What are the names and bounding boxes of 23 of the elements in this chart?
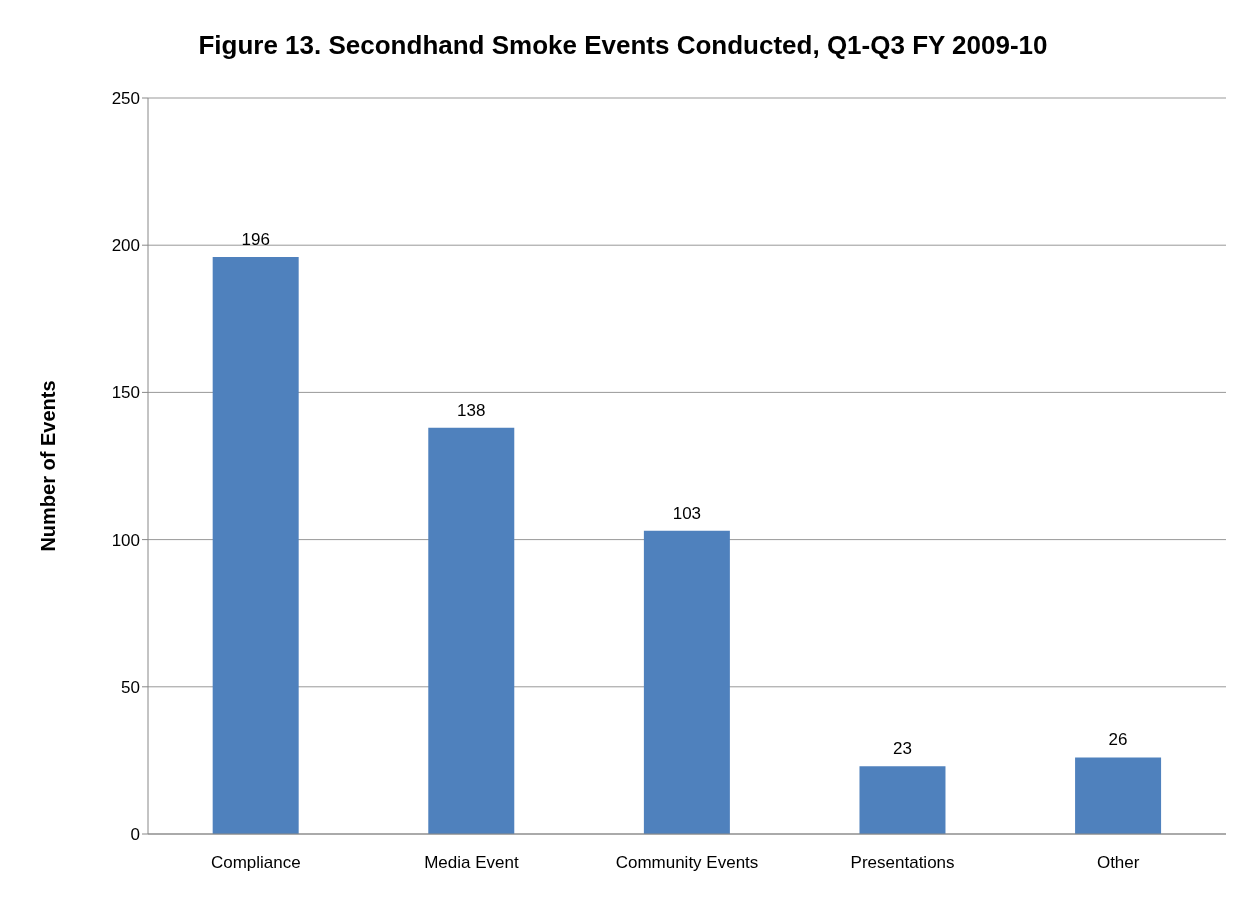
bar — [212, 256, 299, 834]
data-label: 138 — [457, 400, 486, 420]
y-tick-label: 100 — [111, 530, 140, 550]
data-label: 103 — [672, 503, 702, 523]
chart-title: Figure 13. Secondhand Smoke Events Conducted, Q1-Q3 FY 2009-10 — [197, 30, 1049, 61]
bar — [643, 530, 730, 834]
x-tick-label: Community Events — [615, 853, 759, 873]
x-tick-label: Media Event — [424, 853, 519, 873]
x-tick-label: Presentations — [850, 853, 955, 873]
y-tick-label: 200 — [111, 236, 140, 256]
y-tick-label: 250 — [111, 89, 140, 109]
data-label: 23 — [893, 739, 912, 759]
bar — [428, 427, 515, 834]
y-tick-label: 50 — [121, 677, 140, 697]
y-tick-label: 0 — [130, 825, 140, 845]
data-label: 26 — [1108, 730, 1128, 750]
data-label: 196 — [241, 229, 270, 249]
bar — [1075, 757, 1162, 834]
x-tick-label: Other — [1096, 853, 1140, 873]
x-tick-label: Compliance — [210, 853, 301, 873]
bar — [859, 766, 946, 834]
y-tick-label: 150 — [111, 383, 140, 403]
y-axis-title: Number of Events — [37, 380, 60, 552]
